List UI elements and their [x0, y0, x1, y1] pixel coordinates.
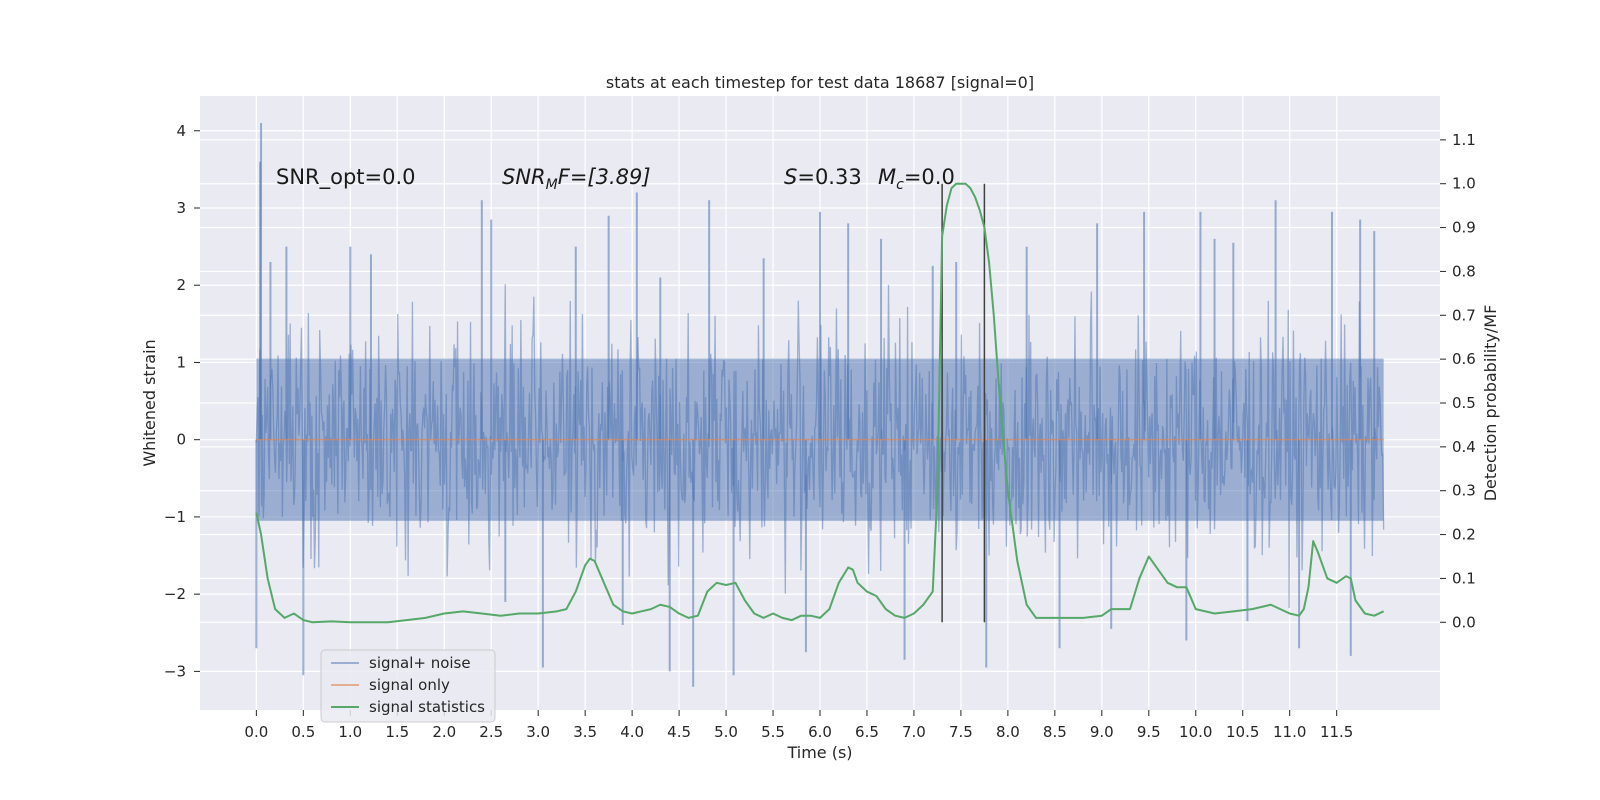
annotation-mc: Mc=0.0 [878, 165, 955, 193]
x-tick-label: 2.0 [432, 723, 456, 741]
x-tick-label: 4.5 [667, 723, 691, 741]
snr-mf-subscript: M [546, 177, 558, 193]
y-tick-label-left: 4 [176, 122, 186, 140]
x-tick-label: 7.0 [902, 723, 926, 741]
annotations: SNR_opt=0.0 SNRMF=[3.89] S=0.33 Mc=0.0 [276, 165, 955, 193]
mc-symbol: M [878, 165, 896, 189]
y-tick-label-left: 1 [176, 353, 186, 371]
annotation-snr-mf: SNRMF=[3.89] [502, 165, 651, 193]
x-tick-label: 6.0 [808, 723, 832, 741]
s-symbol: S [784, 165, 797, 189]
legend-label-stats: signal statistics [369, 698, 485, 716]
y-tick-label-right: 0.7 [1452, 306, 1476, 324]
x-tick-label: 11.0 [1273, 723, 1306, 741]
y-axis-label-left: Whitened strain [140, 339, 159, 466]
x-tick-label: 10.5 [1226, 723, 1259, 741]
signal-statistics-series [255, 182, 1385, 624]
y-tick-label-right: 1.1 [1452, 131, 1476, 149]
x-tick-label: 1.0 [338, 723, 362, 741]
mc-subscript: c [896, 177, 904, 193]
chart-title: stats at each timestep for test data 186… [606, 73, 1034, 92]
ticks: 0.0 0.5 1.0 1.5 2.0 2.5 3.0 3.5 4.0 4.5 5.0 5.5 6.0 6… [164, 122, 1476, 741]
x-tick-label: 6.5 [855, 723, 879, 741]
x-tick-label: 8.0 [996, 723, 1020, 741]
x-axis-label: Time (s) [786, 743, 852, 762]
y-tick-label-right: 0.9 [1452, 219, 1476, 237]
x-tick-label: 5.5 [761, 723, 785, 741]
x-tick-label: 9.5 [1137, 723, 1161, 741]
s-value: =0.33 [797, 165, 861, 189]
y-axis-label-right: Detection probability/MF [1481, 305, 1500, 502]
y-tick-label-right: 0.2 [1452, 526, 1476, 544]
y-tick-label-left: 0 [176, 431, 186, 449]
y-tick-label-left: 3 [176, 199, 186, 217]
x-tick-label: 3.5 [573, 723, 597, 741]
x-tick-label: 8.5 [1043, 723, 1067, 741]
legend: signal+ noise signal only signal statist… [320, 649, 496, 723]
signal-statistics-line [255, 182, 1385, 624]
x-tick-label: 0.0 [244, 723, 268, 741]
snr-mf-value: F=[3.89] [558, 165, 651, 189]
legend-box [320, 649, 496, 723]
x-tick-label: 0.5 [291, 723, 315, 741]
snr-mf-symbol: SNR [502, 165, 546, 189]
y-tick-label-left: −1 [164, 508, 186, 526]
y-tick-label-right: 0.5 [1452, 394, 1476, 412]
y-tick-label-right: 0.8 [1452, 262, 1476, 280]
legend-label-noise: signal+ noise [369, 654, 471, 672]
x-tick-label: 3.0 [526, 723, 550, 741]
mc-value: =0.0 [904, 165, 955, 189]
y-tick-label-right: 0.3 [1452, 482, 1476, 500]
x-tick-label: 10.0 [1179, 723, 1212, 741]
y-tick-label-right: 1.0 [1452, 175, 1476, 193]
x-tick-label: 1.5 [385, 723, 409, 741]
y-tick-label-right: 0.4 [1452, 438, 1476, 456]
legend-label-signal: signal only [369, 676, 450, 694]
x-tick-label: 4.0 [620, 723, 644, 741]
x-tick-label: 2.5 [479, 723, 503, 741]
noise-trace [255, 284, 1385, 608]
x-tick-label: 5.0 [714, 723, 738, 741]
y-tick-label-left: −3 [164, 662, 186, 680]
annotation-s: S=0.33 [784, 165, 862, 189]
y-tick-label-right: 0.6 [1452, 350, 1476, 368]
y-tick-label-left: 2 [176, 276, 186, 294]
y-tick-label-right: 0.1 [1452, 569, 1476, 587]
x-tick-label: 9.0 [1090, 723, 1114, 741]
x-tick-label: 11.5 [1320, 723, 1353, 741]
annotation-snr-opt: SNR_opt=0.0 [276, 165, 416, 190]
x-tick-label: 7.5 [949, 723, 973, 741]
y-tick-label-left: −2 [164, 585, 186, 603]
y-tick-label-right: 0.0 [1452, 613, 1476, 631]
